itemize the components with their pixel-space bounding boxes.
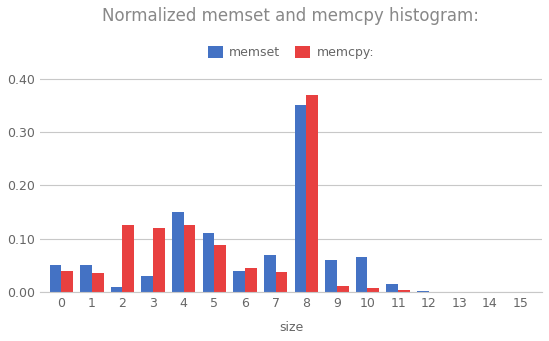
Bar xyxy=(80,265,92,292)
Bar xyxy=(49,265,61,292)
Bar xyxy=(264,255,276,292)
Bar xyxy=(142,276,153,292)
Bar xyxy=(233,271,245,292)
Bar xyxy=(111,287,122,292)
Bar xyxy=(356,257,367,292)
Bar xyxy=(386,284,398,292)
Bar xyxy=(122,225,134,292)
X-axis label: size: size xyxy=(279,321,303,334)
Bar xyxy=(61,271,73,292)
Bar xyxy=(153,228,165,292)
Bar xyxy=(172,212,184,292)
Bar xyxy=(325,260,337,292)
Bar xyxy=(245,268,256,292)
Bar xyxy=(306,95,318,292)
Bar xyxy=(337,286,349,292)
Title: Normalized memset and memcpy histogram:: Normalized memset and memcpy histogram: xyxy=(103,7,479,25)
Bar xyxy=(92,273,104,292)
Bar xyxy=(184,225,195,292)
Bar xyxy=(276,272,287,292)
Bar xyxy=(203,233,214,292)
Bar xyxy=(214,245,226,292)
Legend: memset, memcpy:: memset, memcpy: xyxy=(203,41,379,64)
Bar xyxy=(367,288,379,292)
Bar xyxy=(398,291,410,292)
Bar xyxy=(295,105,306,292)
Bar xyxy=(417,291,429,292)
